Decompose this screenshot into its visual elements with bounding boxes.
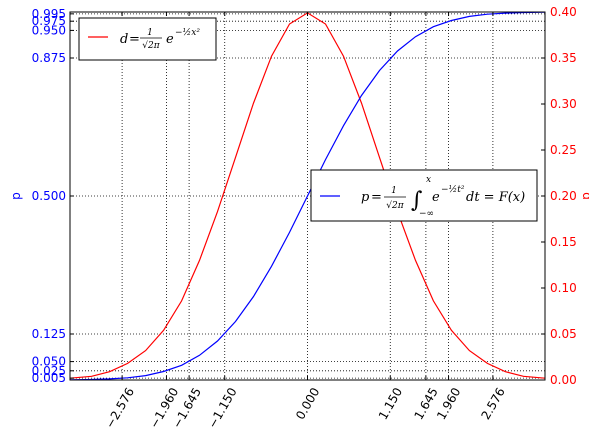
legend-cdf-lhs: p	[361, 190, 370, 205]
y-right-tick-label: 0.40	[550, 5, 577, 19]
x-tick-label: 2.576	[479, 385, 508, 422]
legend-cdf-tail: dt = F(x)	[466, 190, 525, 205]
legend-density-rhs: e	[166, 32, 174, 47]
x-tick-label: 0.000	[293, 385, 322, 422]
legend-density-box	[78, 17, 217, 61]
legend-cdf-int-lower: −∞	[419, 209, 434, 219]
y-left-tick-label: 0.875	[32, 51, 66, 65]
y-left-tick-label: 0.500	[32, 189, 66, 203]
y-right-tick-label: 0.05	[550, 327, 577, 341]
x-tick-label: 1.150	[376, 385, 405, 422]
x-tick-label: 1.960	[434, 385, 463, 422]
y-left-tick-label: 0.025	[32, 364, 66, 378]
y-right-tick-label: 0.35	[550, 51, 577, 65]
legend-cdf-int-upper: x	[426, 175, 431, 185]
y-right-tick-label: 0.00	[550, 373, 577, 387]
y-left-tick-label: 0.995	[32, 7, 66, 21]
legend-cdf-exp: −½t²	[441, 184, 465, 195]
legend-cdf-rhs: e	[432, 190, 440, 205]
legend-cdf-integral: ∫	[411, 188, 423, 213]
y-left-tick-label: 0.950	[32, 23, 66, 37]
legend-density-lhs: d	[120, 32, 128, 47]
y-right-tick-label: 0.25	[550, 143, 577, 157]
legend-cdf-frac-den: √2π	[386, 200, 404, 211]
legend-density-frac-den: √2π	[142, 40, 160, 51]
y-left-tick-label: 0.050	[32, 355, 66, 369]
x-tick-label: −1.150	[205, 385, 239, 430]
y-left-tick-label: 0.005	[32, 371, 66, 385]
legend-density-frac-num: 1	[147, 28, 153, 38]
y-right-tick-label: 0.10	[550, 281, 577, 295]
y-right-tick-label: 0.20	[550, 189, 577, 203]
y-right-tick-label: 0.15	[550, 235, 577, 249]
y-right-tick-label: 0.30	[550, 97, 577, 111]
y-left-tick-label: 0.125	[32, 327, 66, 341]
legend-cdf-eq: =	[371, 190, 382, 205]
legend-density: d = 1 √2π e −½x²	[78, 17, 217, 61]
legend-density-eq: =	[129, 32, 140, 47]
legend-cdf-frac-num: 1	[391, 186, 397, 196]
legend-cdf: p = 1 √2π ∫ x −∞ e −½t² dt = F(x)	[310, 169, 538, 222]
y-left-tick-label: 0.975	[32, 14, 66, 28]
x-tick-label: −2.576	[103, 385, 137, 430]
cdf-curve	[69, 11, 546, 381]
legend-density-exp: −½x²	[175, 27, 200, 38]
y-left-axis-label: p	[9, 192, 23, 200]
legend-cdf-box	[310, 169, 538, 222]
y-right-axis-label: d	[580, 192, 589, 200]
